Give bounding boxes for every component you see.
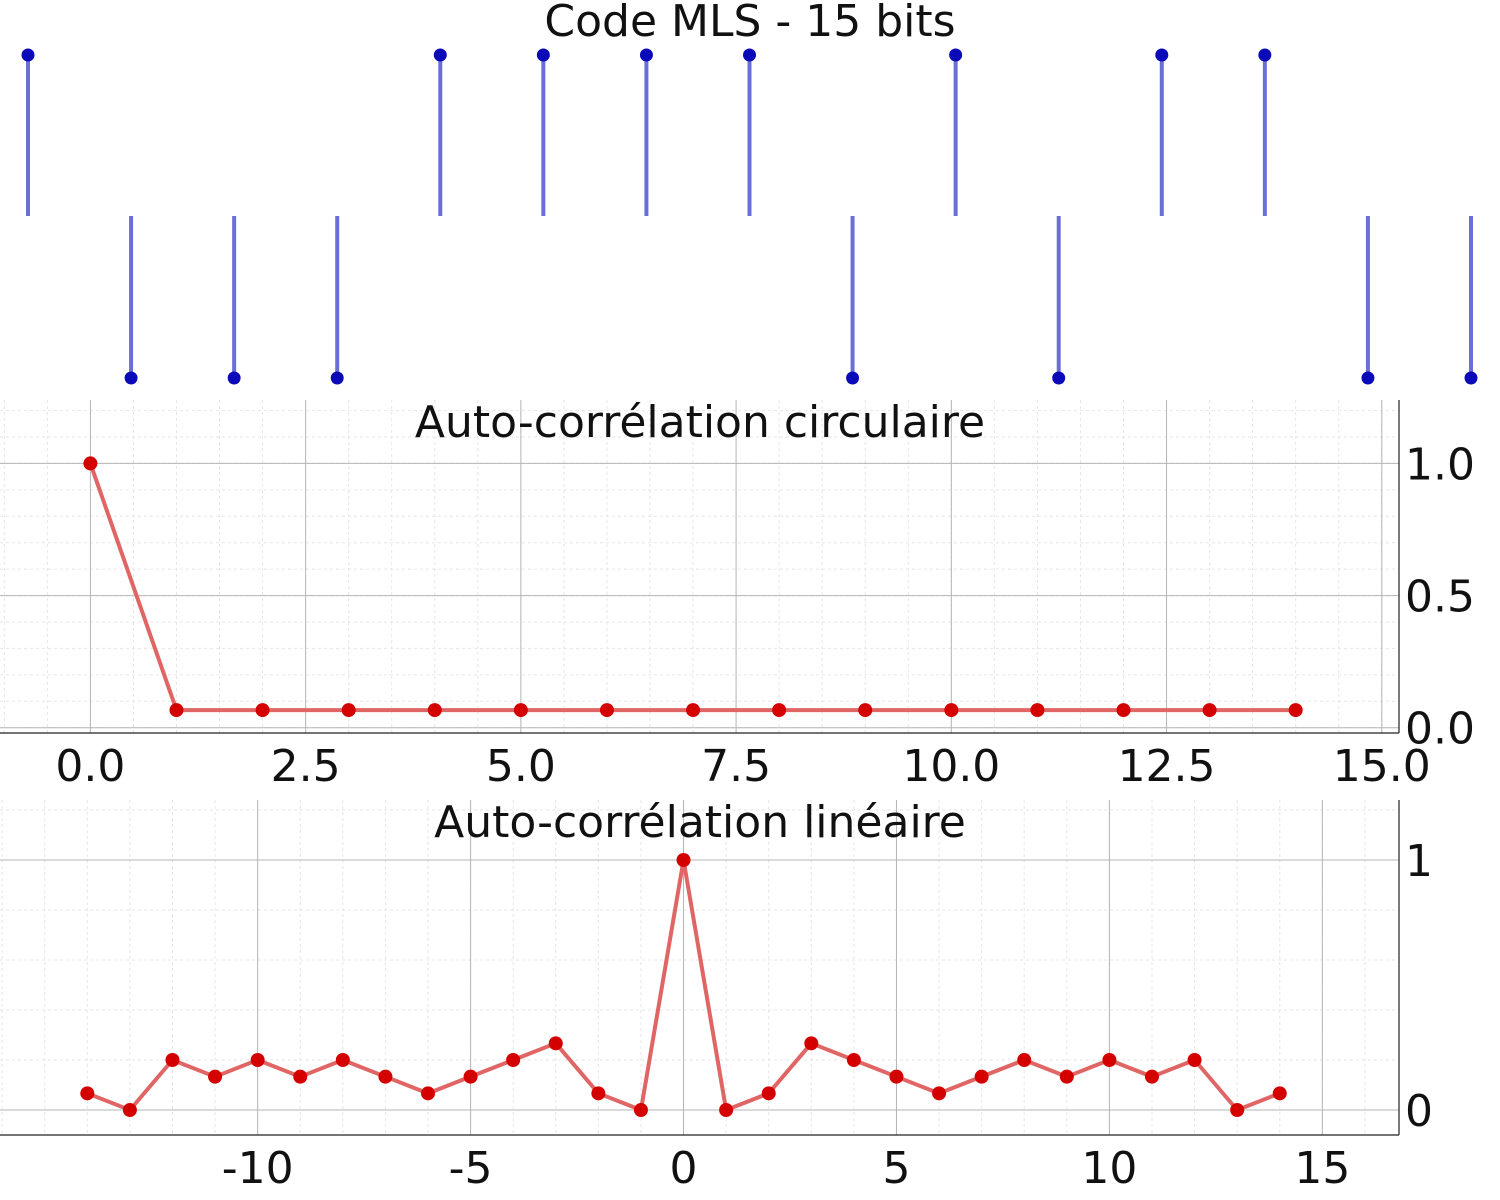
x-tick-label: 0: [670, 1143, 698, 1194]
data-point: [974, 1069, 989, 1084]
data-point: [548, 1036, 563, 1051]
stem-marker: [1052, 371, 1066, 385]
data-point: [513, 703, 528, 718]
linear-autocorrelation-grid: [0, 800, 1399, 1135]
data-point: [1288, 703, 1303, 718]
linear-autocorrelation-title: Auto-corrélation linéaire: [434, 797, 966, 848]
data-point: [169, 703, 184, 718]
data-point: [1059, 1069, 1074, 1084]
data-point: [427, 703, 442, 718]
data-point: [846, 1053, 861, 1067]
x-tick-label: 5.0: [486, 741, 556, 792]
linear-autocorrelation-axes: -10 -5 0 5 10 15 0 1: [0, 800, 1433, 1194]
mls-code-title: Code MLS - 15 bits: [544, 0, 955, 47]
data-point: [208, 1069, 223, 1084]
data-point: [378, 1069, 393, 1084]
circular-autocorrelation-axes: 0.0 2.5 5.0 7.5 10.0 12.5 15.00.00.51.0: [0, 400, 1475, 792]
stem-marker: [639, 48, 653, 62]
x-tick-label: 2.5: [271, 741, 341, 792]
stem-marker: [21, 48, 35, 62]
stem-marker: [330, 371, 344, 385]
data-point: [1144, 1069, 1159, 1084]
stem-marker: [1361, 371, 1375, 385]
stem-marker: [949, 48, 963, 62]
x-tick-label: 10.0: [902, 741, 1000, 792]
data-point: [80, 1086, 95, 1101]
data-point: [255, 703, 270, 718]
x-tick-label: 15: [1294, 1143, 1350, 1194]
data-point: [761, 1086, 776, 1101]
data-point: [1030, 703, 1045, 718]
x-tick-label: -10: [222, 1143, 294, 1194]
data-point: [1202, 703, 1217, 718]
x-tick-label: 7.5: [701, 741, 771, 792]
data-point: [335, 1053, 350, 1067]
data-point: [599, 703, 614, 718]
x-tick-label: 15.0: [1333, 741, 1431, 792]
y-tick-label: 1.0: [1405, 439, 1475, 490]
y-tick-label: 0.5: [1405, 572, 1475, 623]
data-point: [250, 1053, 265, 1067]
x-tick-label: 5: [882, 1143, 910, 1194]
data-point: [165, 1053, 180, 1067]
circular-autocorrelation-series: [83, 456, 1303, 718]
data-point: [83, 456, 98, 471]
stem-marker: [1258, 48, 1272, 62]
x-tick-label: -5: [449, 1143, 493, 1194]
data-point: [633, 1103, 648, 1117]
data-point: [122, 1103, 137, 1117]
data-point: [506, 1053, 521, 1067]
data-point: [1230, 1103, 1245, 1117]
data-point: [1017, 1053, 1032, 1067]
stem-marker: [433, 48, 447, 62]
data-point: [591, 1086, 606, 1101]
data-point: [772, 703, 787, 718]
stem-marker: [536, 48, 550, 62]
stem-marker: [743, 48, 756, 62]
data-point: [944, 703, 959, 718]
y-tick-label: 1: [1405, 836, 1433, 887]
y-tick-label: 0.0: [1405, 704, 1475, 755]
data-point: [463, 1069, 478, 1084]
mls-code-stems: [21, 48, 1478, 385]
stem-marker: [124, 371, 138, 385]
data-point: [1116, 703, 1131, 718]
x-tick-label: 12.5: [1118, 741, 1216, 792]
circular-autocorrelation-grid: [0, 400, 1399, 733]
data-point: [341, 703, 356, 718]
data-point: [676, 853, 691, 867]
data-point: [1272, 1086, 1287, 1101]
stem-marker: [1155, 48, 1169, 62]
stem-marker: [227, 371, 241, 385]
x-tick-label: 0.0: [55, 741, 125, 792]
circular-autocorrelation-title: Auto-corrélation circulaire: [415, 397, 985, 448]
y-tick-label: 0: [1405, 1086, 1433, 1137]
stem-marker: [846, 371, 860, 385]
data-point: [889, 1069, 904, 1084]
data-point: [719, 1103, 734, 1117]
data-point: [932, 1086, 947, 1101]
data-point: [1102, 1053, 1117, 1067]
circular-autocorrelation-panel: 0.0 2.5 5.0 7.5 10.0 12.5 15.00.00.51.0 Auto-c…: [0, 397, 1475, 792]
stem-marker: [1464, 371, 1478, 385]
x-tick-label: 10: [1081, 1143, 1137, 1194]
linear-autocorrelation-series: [80, 853, 1287, 1117]
data-point: [1187, 1053, 1202, 1067]
linear-autocorrelation-panel: -10 -5 0 5 10 15 0 1 Auto-corrélation linéaire: [0, 797, 1433, 1194]
mls-code-panel: Code MLS - 15 bits: [21, 0, 1478, 385]
data-point: [421, 1086, 436, 1101]
data-point: [293, 1069, 308, 1084]
data-point: [858, 703, 873, 718]
data-point: [804, 1036, 819, 1051]
data-point: [686, 703, 701, 718]
